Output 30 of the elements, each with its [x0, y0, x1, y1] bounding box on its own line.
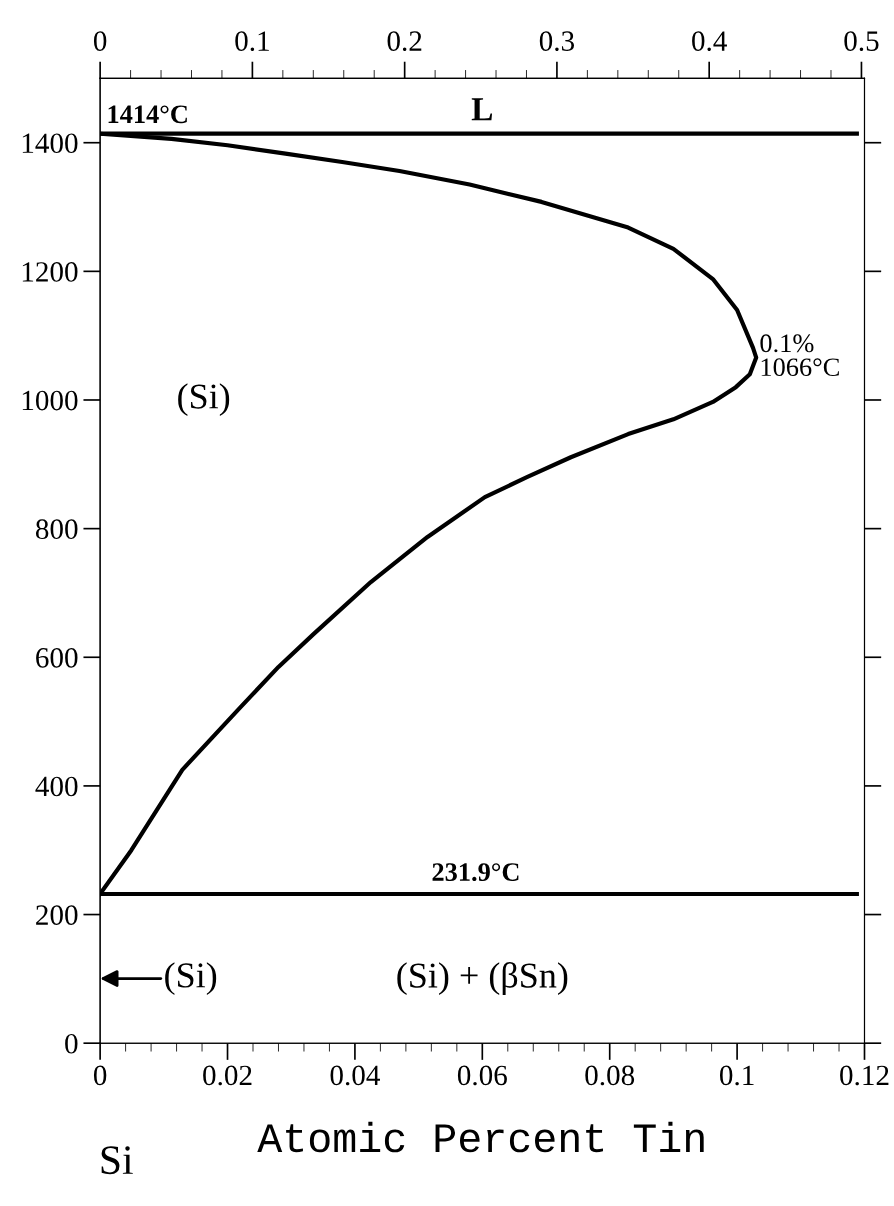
- y-tick-label: 600: [36, 647, 78, 668]
- annotation: L: [471, 98, 493, 121]
- x2-tick-label: 0.3: [539, 31, 575, 52]
- x2-tick-label: 0.4: [692, 31, 727, 52]
- x2-tick-label: 0.2: [387, 31, 422, 52]
- x-axis-title: Atomic Percent Tin: [257, 1121, 704, 1153]
- ref-line-label: 231.9°C: [432, 863, 519, 882]
- y-tick-label: 1200: [22, 262, 78, 282]
- annotation: (Si): [165, 962, 217, 995]
- x2-tick-label: 0: [93, 31, 107, 51]
- text: Si: [101, 1146, 133, 1175]
- y-tick-label: 0: [65, 1033, 78, 1054]
- y-tick-label: 1400: [22, 133, 78, 154]
- y-tick-label: 200: [36, 905, 78, 925]
- y-tick-label: 1000: [22, 390, 78, 411]
- y-tick-label: 400: [35, 776, 78, 797]
- y-tick-label: 800: [35, 519, 78, 540]
- x-tick-label: 0.06: [457, 1065, 507, 1086]
- annotation: (Si) + (βSn): [397, 961, 568, 996]
- x-tick-label: 0.1: [719, 1065, 754, 1086]
- x2-tick-label: 0.5: [844, 31, 879, 52]
- x-tick-label: 0.02: [203, 1065, 252, 1086]
- x-tick-label: 0.08: [585, 1065, 635, 1086]
- x-tick-label: 0: [93, 1065, 107, 1086]
- x-tick-label: 0.12: [840, 1065, 889, 1086]
- ref-line-label: 1414°C: [108, 105, 187, 124]
- annotation: (Si): [178, 383, 230, 417]
- x-tick-label: 0.04: [330, 1065, 380, 1086]
- annotation: 0.1% 1066°C: [760, 334, 839, 377]
- x2-tick-label: 0.1: [235, 31, 269, 52]
